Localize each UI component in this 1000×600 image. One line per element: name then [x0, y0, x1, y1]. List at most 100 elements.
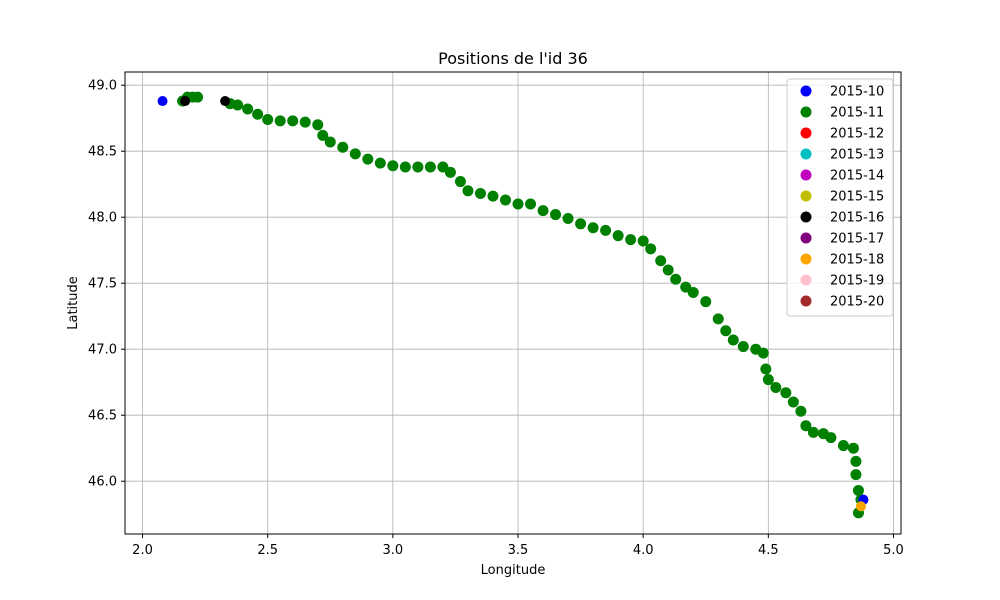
legend-label: 2015-11 [830, 106, 884, 121]
legend-marker [800, 232, 812, 244]
point-2015-11 [499, 194, 511, 206]
grid [125, 72, 901, 534]
point-2015-11 [852, 484, 864, 496]
point-2015-11 [670, 273, 682, 285]
x-axis-label: Longitude [481, 563, 546, 578]
point-2015-11 [687, 286, 699, 298]
x-tick-label: 3.0 [383, 543, 404, 558]
point-2015-11 [252, 108, 264, 120]
point-2015-11 [512, 198, 524, 210]
legend-label: 2015-20 [830, 295, 884, 310]
x-tick-label: 2.5 [257, 543, 278, 558]
point-2015-11 [847, 442, 859, 454]
point-2015-11 [312, 119, 324, 131]
point-2015-11 [700, 296, 712, 308]
point-2015-11 [612, 230, 624, 242]
x-tick-label: 4.0 [633, 543, 654, 558]
point-2015-16 [180, 96, 191, 107]
point-2015-11 [399, 161, 411, 173]
point-2015-11 [387, 160, 399, 172]
point-2015-11 [655, 255, 667, 267]
point-2015-11 [850, 455, 862, 467]
y-tick-label: 49.0 [88, 79, 117, 94]
point-2015-11 [525, 198, 537, 210]
point-2015-11 [462, 185, 474, 197]
legend: 2015-10 2015-11 2015-12 2015-13 2015-14 2015-… [786, 78, 894, 317]
point-2015-11 [317, 129, 329, 141]
point-2015-11 [795, 405, 807, 417]
legend-marker [800, 295, 812, 307]
point-2015-11 [575, 218, 587, 230]
point-2015-11 [770, 381, 782, 393]
point-2015-11 [737, 341, 749, 353]
axis-ticks: 2.0 2.5 3.0 3.5 4.0 4.5 5.0 46.0 46.5 47.0 47.5 48.… [88, 79, 904, 558]
legend-label: 2015-14 [830, 169, 884, 184]
point-2015-10 [157, 96, 168, 107]
point-2015-11 [837, 440, 849, 452]
point-2015-11 [537, 205, 549, 217]
y-tick-label: 47.0 [88, 343, 117, 358]
y-tick-label: 48.5 [88, 145, 117, 160]
x-tick-label: 5.0 [883, 543, 904, 558]
legend-label: 2015-13 [830, 148, 884, 163]
y-tick-label: 46.0 [88, 475, 117, 490]
legend-box [786, 78, 894, 317]
point-2015-11 [562, 213, 574, 225]
legend-marker [800, 190, 812, 202]
point-2015-18 [855, 501, 866, 512]
legend-marker [800, 253, 812, 265]
y-tick-label: 47.5 [88, 277, 117, 292]
y-tick-label: 46.5 [88, 409, 117, 424]
point-2015-11 [374, 157, 386, 169]
point-2015-11 [760, 363, 772, 375]
point-2015-11 [274, 115, 286, 127]
chart-title: Positions de l'id 36 [438, 49, 588, 68]
point-2015-11 [287, 115, 299, 127]
point-2015-11 [412, 161, 424, 173]
point-2015-11 [825, 432, 837, 444]
legend-marker [800, 148, 812, 160]
point-2015-11 [600, 224, 612, 236]
legend-marker [800, 211, 812, 223]
point-2015-11 [757, 347, 769, 359]
point-2015-11 [712, 313, 724, 325]
point-2015-11 [349, 148, 361, 160]
point-2015-11 [192, 91, 204, 103]
data-points [157, 91, 869, 519]
point-2015-11 [424, 161, 436, 173]
point-2015-11 [454, 176, 466, 188]
point-2015-11 [807, 426, 819, 438]
point-2015-11 [242, 103, 254, 115]
legend-label: 2015-12 [830, 127, 884, 142]
legend-label: 2015-18 [830, 253, 884, 268]
x-tick-label: 2.0 [132, 543, 153, 558]
point-2015-11 [780, 387, 792, 399]
point-2015-11 [762, 374, 774, 386]
point-2015-11 [487, 190, 499, 202]
point-2015-11 [645, 243, 657, 255]
legend-label: 2015-15 [830, 190, 884, 205]
legend-label: 2015-19 [830, 274, 884, 289]
x-tick-label: 3.5 [508, 543, 529, 558]
point-2015-11 [637, 235, 649, 247]
point-2015-11 [587, 222, 599, 234]
point-2015-11 [232, 99, 244, 111]
point-2015-11 [720, 325, 732, 337]
point-2015-11 [800, 420, 812, 432]
legend-label: 2015-10 [830, 85, 884, 100]
point-2015-11 [662, 264, 674, 276]
point-2015-16 [220, 96, 231, 107]
point-2015-11 [362, 153, 374, 165]
point-2015-11 [337, 141, 349, 153]
y-tick-label: 48.0 [88, 211, 117, 226]
point-2015-11 [299, 116, 311, 128]
point-2015-11 [474, 187, 486, 199]
legend-label: 2015-16 [830, 211, 884, 226]
legend-marker [800, 85, 812, 97]
legend-marker [800, 169, 812, 181]
legend-marker [800, 274, 812, 286]
point-2015-11 [444, 166, 456, 178]
point-2015-11 [324, 136, 336, 148]
point-2015-11 [625, 234, 637, 246]
